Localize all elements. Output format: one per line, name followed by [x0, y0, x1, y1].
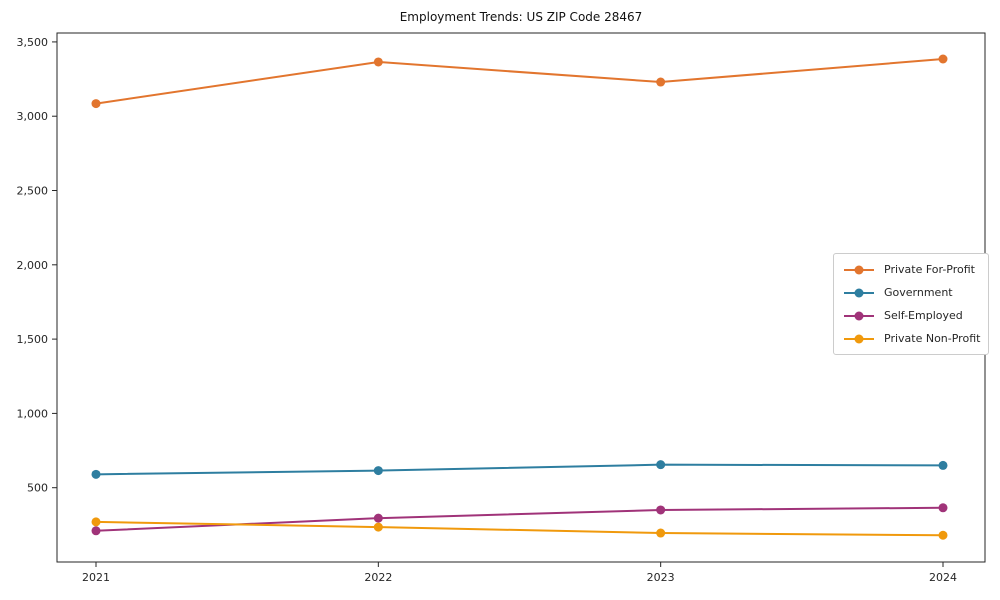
- x-tick-label: 2023: [647, 571, 675, 584]
- y-tick-label: 500: [27, 482, 48, 495]
- legend-marker-icon: [844, 288, 874, 297]
- chart-legend: Private For-Profit Government Self-Employe…: [833, 253, 990, 355]
- data-point-self-employed: [91, 526, 101, 536]
- data-point-government: [373, 466, 383, 476]
- data-point-private-non-profit: [91, 517, 101, 527]
- legend-item-private-non-profit: Private Non-Profit: [843, 327, 980, 350]
- legend-label: Self-Employed: [884, 309, 963, 322]
- data-point-private-non-profit: [656, 528, 666, 538]
- y-tick-label: 2,500: [17, 185, 49, 198]
- series-line-private-non-profit: [95, 520, 944, 537]
- series-lines: [91, 54, 948, 540]
- series-line-self-employed: [95, 506, 944, 532]
- data-point-self-employed: [656, 505, 666, 515]
- series-line-government: [95, 463, 944, 476]
- data-point-self-employed: [938, 503, 948, 513]
- x-tick-label: 2021: [82, 571, 110, 584]
- data-point-private-non-profit: [373, 522, 383, 532]
- legend-item-self-employed: Self-Employed: [843, 304, 980, 327]
- y-tick-label: 3,500: [17, 36, 49, 49]
- x-tick-label: 2022: [364, 571, 392, 584]
- data-point-private-for-profit: [656, 77, 666, 87]
- legend-label: Private Non-Profit: [884, 332, 981, 345]
- x-tick-label: 2024: [929, 571, 957, 584]
- data-point-private-for-profit: [373, 57, 383, 67]
- legend-item-government: Government: [843, 281, 980, 304]
- data-point-private-for-profit: [91, 99, 101, 109]
- x-axis: 2021 2022 2023 2024: [82, 562, 957, 584]
- data-point-private-for-profit: [938, 54, 948, 64]
- data-point-government: [656, 460, 666, 470]
- legend-label: Private For-Profit: [884, 263, 975, 276]
- legend-marker-icon: [844, 265, 874, 274]
- legend-marker-icon: [844, 334, 874, 343]
- chart-title: Employment Trends: US ZIP Code 28467: [399, 10, 643, 24]
- data-point-government: [91, 469, 101, 479]
- legend-marker-icon: [844, 311, 874, 320]
- legend-label: Government: [884, 286, 953, 299]
- series-line-private-for-profit: [95, 58, 944, 105]
- data-point-government: [938, 460, 948, 470]
- y-tick-label: 3,000: [17, 110, 49, 123]
- y-tick-label: 1,500: [17, 333, 49, 346]
- y-axis: 500 1,000 1,500 2,000 2,500 3,000 3,500: [17, 36, 57, 495]
- y-tick-label: 1,000: [17, 407, 49, 420]
- y-tick-label: 2,000: [17, 259, 49, 272]
- data-point-self-employed: [373, 513, 383, 523]
- legend-item-private-for-profit: Private For-Profit: [843, 258, 980, 281]
- data-point-private-non-profit: [938, 530, 948, 540]
